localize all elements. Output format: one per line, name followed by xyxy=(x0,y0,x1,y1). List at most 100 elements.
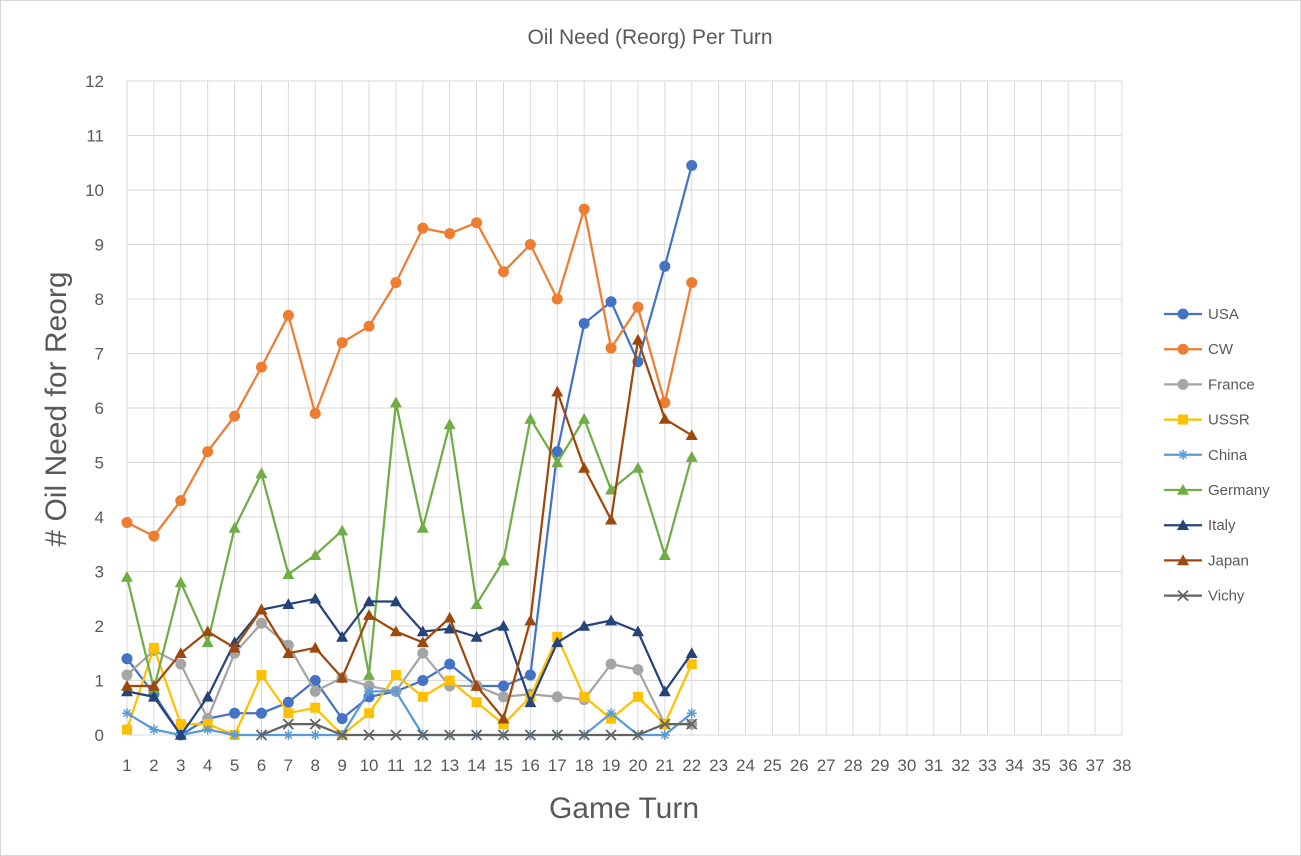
series-line-france xyxy=(126,622,692,726)
legend-marker xyxy=(1177,343,1189,355)
x-tick-label: 34 xyxy=(1005,756,1024,775)
series-italy xyxy=(121,592,698,740)
legend-label: USA xyxy=(1208,306,1239,323)
data-point-ussr xyxy=(606,713,617,724)
legend-marker xyxy=(1177,378,1189,390)
series-line-germany xyxy=(125,401,693,690)
data-point-china xyxy=(686,708,697,719)
data-point-germany xyxy=(551,456,564,468)
x-tick-label: 21 xyxy=(655,756,674,775)
data-point-germany xyxy=(389,396,402,408)
data-point-cw xyxy=(444,228,456,240)
data-point-germany xyxy=(470,598,483,609)
data-point-japan xyxy=(631,333,644,345)
data-point-vichy xyxy=(282,718,294,730)
x-tick-label: 1 xyxy=(122,756,131,775)
x-tick-label: 28 xyxy=(844,756,863,775)
data-point-japan xyxy=(147,679,160,691)
data-point-cw xyxy=(578,203,590,215)
x-tick-label: 37 xyxy=(1086,756,1105,775)
data-point-italy xyxy=(309,592,322,604)
data-point-germany xyxy=(605,483,618,495)
series-line-italy xyxy=(126,597,693,737)
data-point-vichy xyxy=(363,729,375,741)
y-tick-label: 4 xyxy=(95,508,104,527)
data-point-china xyxy=(310,730,321,740)
x-tick-label: 4 xyxy=(203,756,212,775)
data-point-germany xyxy=(416,521,429,533)
data-point-vichy xyxy=(390,729,402,741)
data-point-cw xyxy=(363,320,375,332)
legend-label: CW xyxy=(1208,341,1234,358)
legend-entry-usa: USA xyxy=(1164,306,1239,323)
legend-entry-ussr: USSR xyxy=(1164,412,1250,429)
data-point-italy xyxy=(524,696,537,708)
y-tick-label: 9 xyxy=(95,236,104,255)
data-point-ussr xyxy=(364,708,375,719)
x-tick-label: 12 xyxy=(413,756,432,775)
data-point-japan xyxy=(255,603,268,615)
data-point-italy xyxy=(658,685,671,697)
chart-title: Oil Need (Reorg) Per Turn xyxy=(527,26,772,49)
legend-marker xyxy=(1177,484,1189,495)
data-point-cw xyxy=(417,222,429,234)
data-point-germany xyxy=(658,549,671,560)
data-point-japan xyxy=(389,625,402,637)
data-point-japan xyxy=(578,461,591,473)
legend-entry-vichy: Vichy xyxy=(1164,588,1245,605)
series-layer xyxy=(121,159,698,741)
data-point-cw xyxy=(497,266,509,278)
data-point-germany xyxy=(578,412,591,424)
data-point-germany xyxy=(255,467,268,479)
data-point-ussr xyxy=(632,691,643,702)
data-point-france xyxy=(309,685,321,697)
data-point-france xyxy=(121,669,133,681)
y-tick-label: 8 xyxy=(95,290,104,309)
data-point-italy xyxy=(416,625,429,637)
x-tick-label: 2 xyxy=(149,756,158,775)
data-point-japan xyxy=(658,412,671,424)
y-tick-label: 1 xyxy=(95,672,104,691)
legend-label: USSR xyxy=(1208,412,1250,429)
x-tick-label: 25 xyxy=(763,756,782,775)
x-tick-label: 11 xyxy=(387,756,405,775)
y-tick-label: 2 xyxy=(95,617,104,636)
data-point-ussr xyxy=(417,691,428,702)
data-point-cw xyxy=(282,309,294,321)
legend-label: Italy xyxy=(1208,517,1236,534)
data-point-france xyxy=(632,664,644,676)
data-point-vichy xyxy=(578,729,590,741)
data-point-italy xyxy=(363,595,376,607)
legend-entry-italy: Italy xyxy=(1164,517,1236,534)
data-point-china xyxy=(606,708,617,719)
data-point-vichy xyxy=(336,729,348,741)
series-line-ussr xyxy=(125,635,693,737)
data-point-vichy xyxy=(497,729,510,741)
data-point-usa xyxy=(578,318,590,330)
x-tick-label: 6 xyxy=(257,756,266,775)
y-tick-label: 10 xyxy=(85,181,104,200)
data-point-china xyxy=(659,730,670,740)
data-point-cw xyxy=(686,277,698,289)
legend-entry-germany: Germany xyxy=(1164,482,1270,499)
data-point-china xyxy=(364,686,375,697)
data-point-germany xyxy=(282,568,295,580)
data-point-vichy xyxy=(524,729,537,741)
data-point-germany xyxy=(121,570,133,582)
y-tick-label: 3 xyxy=(95,563,104,582)
x-tick-label: 17 xyxy=(548,756,567,775)
x-tick-label: 38 xyxy=(1113,756,1132,775)
data-point-japan xyxy=(174,647,187,659)
data-point-italy xyxy=(578,620,591,631)
x-tick-label: 27 xyxy=(817,756,836,775)
data-point-japan xyxy=(605,513,618,525)
y-tick-label: 12 xyxy=(85,72,104,91)
data-point-ussr xyxy=(390,670,401,681)
series-cw xyxy=(121,203,698,542)
data-point-germany xyxy=(443,418,456,430)
data-point-china xyxy=(122,708,132,719)
data-point-italy xyxy=(605,614,618,626)
legend-marker xyxy=(1177,554,1189,566)
x-tick-label: 18 xyxy=(575,756,594,775)
